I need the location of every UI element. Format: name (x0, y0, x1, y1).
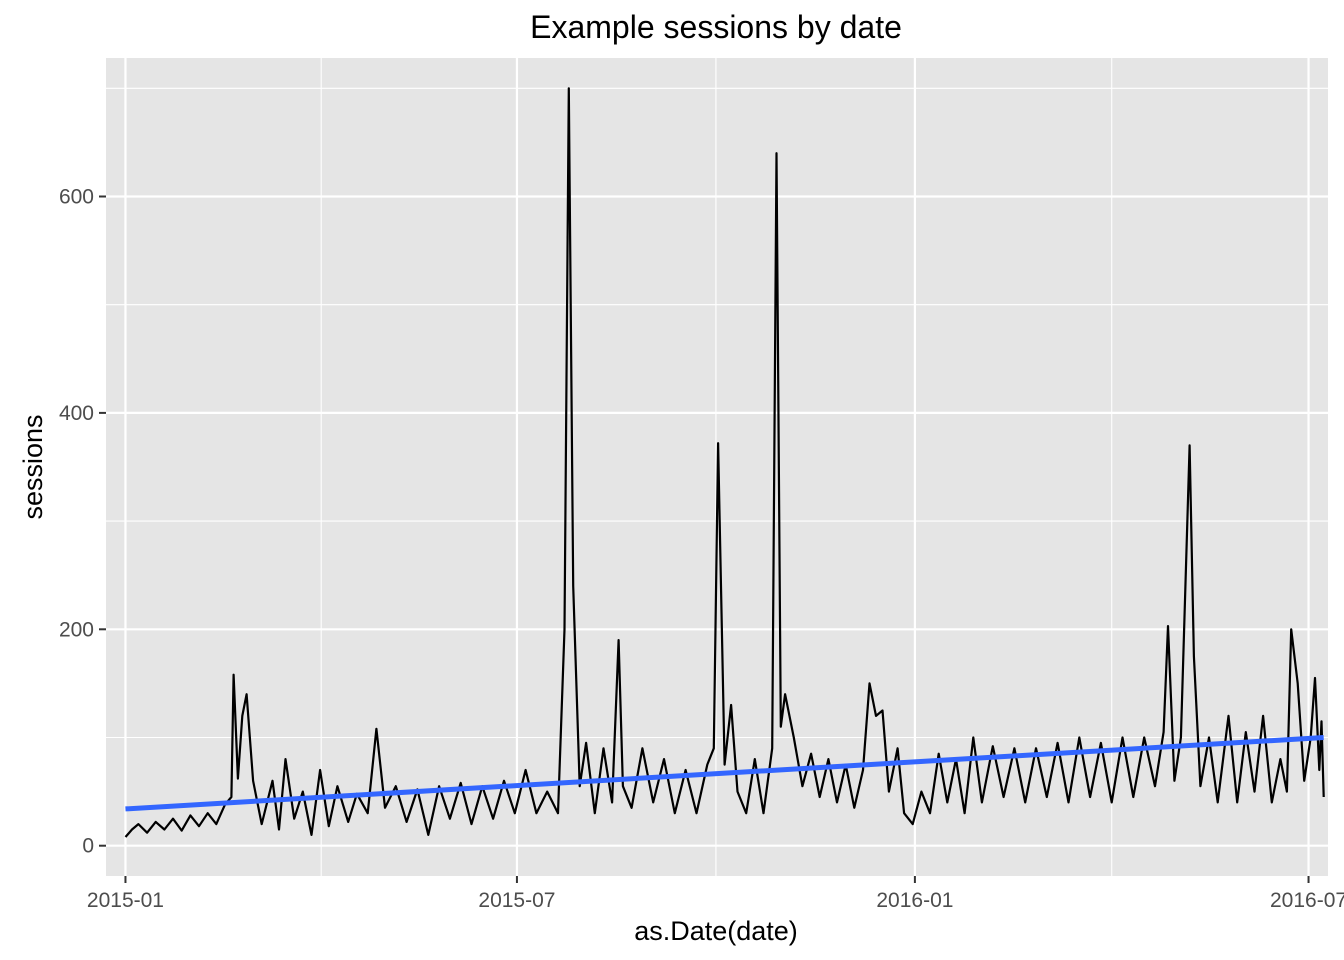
y-axis-title: sessions (18, 414, 48, 519)
x-axis-title: as.Date(date) (634, 916, 798, 946)
y-tick-label: 200 (59, 618, 94, 641)
y-axis-ticks: 0 200 400 600 (59, 185, 106, 858)
sessions-series-line (124, 87, 1325, 838)
y-tick-label: 0 (82, 835, 94, 858)
trend-line (125, 735, 1324, 812)
minor-gridlines (106, 58, 1328, 876)
x-tick-label: 2016-01 (876, 889, 953, 912)
y-tick-label: 600 (59, 185, 94, 208)
y-tick-label: 400 (59, 402, 94, 425)
x-tick-label: 2015-01 (87, 889, 164, 912)
x-tick-label: 2015-07 (478, 889, 555, 912)
chart-title: Example sessions by date (530, 9, 902, 45)
x-tick-label: 2016-07 (1270, 889, 1344, 912)
x-axis-ticks: 2015-01 2015-07 2016-01 2016-07 (87, 876, 1344, 912)
